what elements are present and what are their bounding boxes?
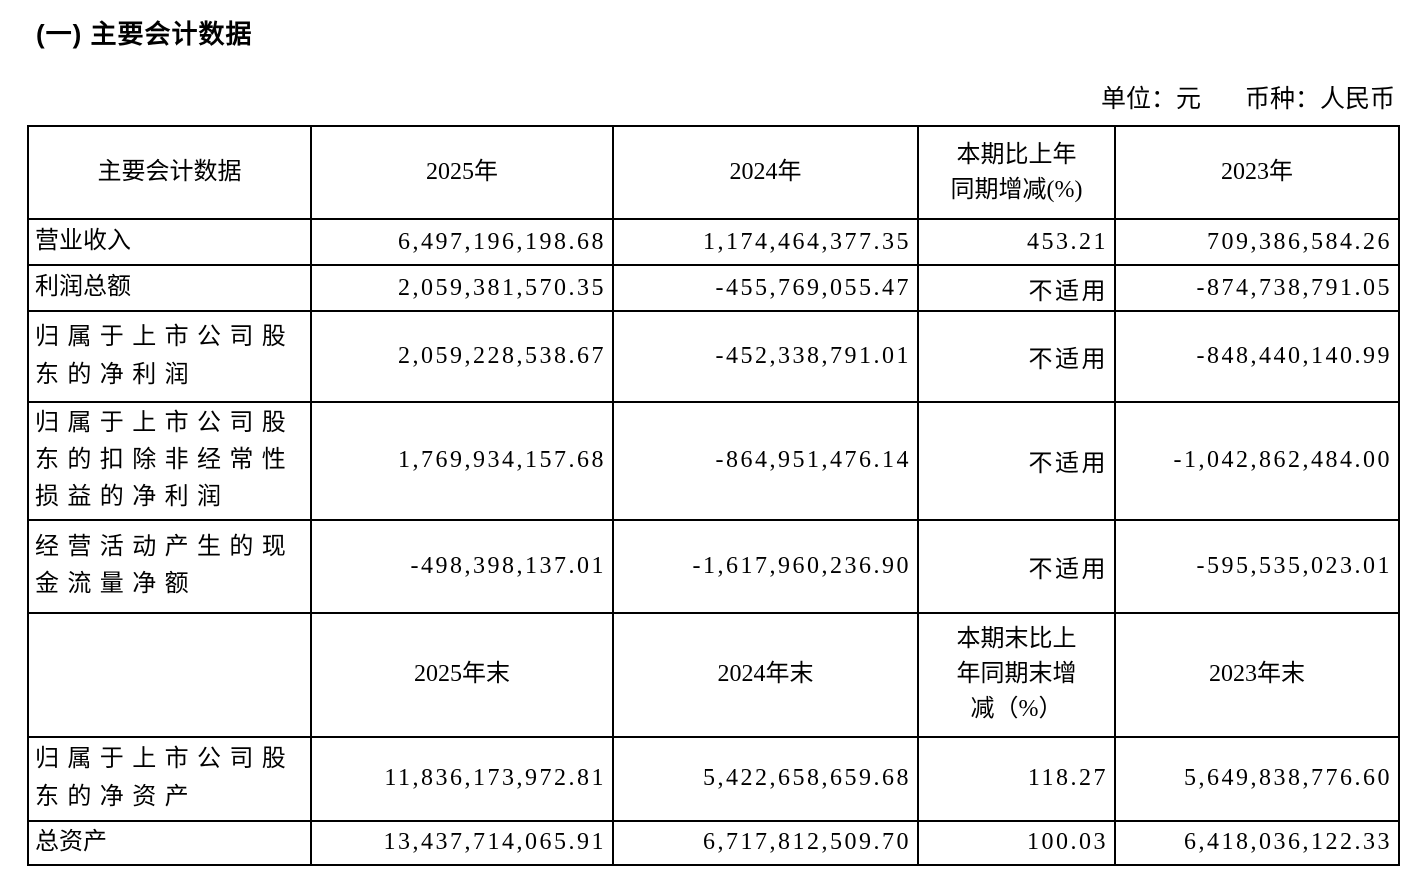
value-2025: -498,398,137.01 bbox=[310, 518, 614, 614]
table-row-net-profit: 归属于上市公司股东的净利润 2,059,228,538.67 -452,338,… bbox=[27, 310, 1400, 403]
header-2025-end: 2025年末 bbox=[310, 611, 614, 738]
table-row-deducted-net-profit: 归属于上市公司股东的扣除非经常性损益的净利润 1,769,934,157.68 … bbox=[27, 401, 1400, 521]
row-label: 归属于上市公司股东的净利润 bbox=[27, 310, 312, 403]
value-2023: 5,649,838,776.60 bbox=[1114, 735, 1400, 822]
value-change: 118.27 bbox=[917, 735, 1116, 822]
value-2023: 6,418,036,122.33 bbox=[1114, 819, 1400, 866]
value-2025: 13,437,714,065.91 bbox=[310, 819, 614, 866]
value-2023: 709,386,584.26 bbox=[1114, 218, 1400, 266]
value-2024: -864,951,476.14 bbox=[612, 401, 919, 521]
value-2023: -1,042,862,484.00 bbox=[1114, 401, 1400, 521]
header-change: 本期比上年 同期增减(%) bbox=[917, 125, 1116, 220]
header-2023-end: 2023年末 bbox=[1114, 611, 1400, 738]
value-2024: -455,769,055.47 bbox=[612, 264, 919, 312]
currency-label: 币种：人民币 bbox=[1244, 86, 1395, 113]
value-2024: 5,422,658,659.68 bbox=[612, 735, 919, 822]
unit-label: 单位：元 bbox=[1100, 86, 1201, 113]
header-2024-end: 2024年末 bbox=[612, 611, 919, 738]
row-label: 归属于上市公司股东的净资产 bbox=[27, 735, 312, 822]
value-change: 100.03 bbox=[917, 819, 1116, 866]
header-2024: 2024年 bbox=[612, 125, 919, 220]
table-row-total-assets: 总资产 13,437,714,065.91 6,717,812,509.70 1… bbox=[27, 819, 1400, 866]
table-row-revenue: 营业收入 6,497,196,198.68 1,174,464,377.35 4… bbox=[27, 218, 1400, 266]
row-label: 归属于上市公司股东的扣除非经常性损益的净利润 bbox=[27, 401, 312, 521]
value-2025: 2,059,381,570.35 bbox=[310, 264, 614, 312]
header-metric: 主要会计数据 bbox=[27, 125, 312, 220]
section-title: (一) 主要会计数据 bbox=[36, 19, 253, 49]
table-row-total-profit: 利润总额 2,059,381,570.35 -455,769,055.47 不适… bbox=[27, 264, 1400, 312]
row-label: 总资产 bbox=[27, 819, 312, 866]
header-change-end: 本期末比上 年同期末增 减（%） bbox=[917, 611, 1116, 738]
header-2023: 2023年 bbox=[1114, 125, 1400, 220]
value-change: 不适用 bbox=[917, 310, 1116, 403]
header-metric-empty bbox=[27, 611, 312, 738]
table-row-net-assets: 归属于上市公司股东的净资产 11,836,173,972.81 5,422,65… bbox=[27, 735, 1400, 822]
value-change: 不适用 bbox=[917, 264, 1116, 312]
value-2025: 2,059,228,538.67 bbox=[310, 310, 614, 403]
value-2024: 6,717,812,509.70 bbox=[612, 819, 919, 866]
value-2024: -1,617,960,236.90 bbox=[612, 518, 919, 614]
accounting-data-table: 主要会计数据 2025年 2024年 本期比上年 同期增减(%) 2023年 营… bbox=[27, 125, 1400, 866]
value-2024: -452,338,791.01 bbox=[612, 310, 919, 403]
value-change: 453.21 bbox=[917, 218, 1116, 266]
value-2023: -595,535,023.01 bbox=[1114, 518, 1400, 614]
row-label: 利润总额 bbox=[27, 264, 312, 312]
row-label: 经营活动产生的现金流量净额 bbox=[27, 518, 312, 614]
value-2023: -848,440,140.99 bbox=[1114, 310, 1400, 403]
row-label: 营业收入 bbox=[27, 218, 312, 266]
table-row-operating-cash-flow: 经营活动产生的现金流量净额 -498,398,137.01 -1,617,960… bbox=[27, 518, 1400, 614]
value-2025: 11,836,173,972.81 bbox=[310, 735, 614, 822]
table-header-row-year-end: 2025年末 2024年末 本期末比上 年同期末增 减（%） 2023年末 bbox=[27, 611, 1400, 738]
value-change: 不适用 bbox=[917, 518, 1116, 614]
value-2024: 1,174,464,377.35 bbox=[612, 218, 919, 266]
value-2025: 1,769,934,157.68 bbox=[310, 401, 614, 521]
table-header-row-annual: 主要会计数据 2025年 2024年 本期比上年 同期增减(%) 2023年 bbox=[27, 125, 1400, 220]
value-2025: 6,497,196,198.68 bbox=[310, 218, 614, 266]
value-2023: -874,738,791.05 bbox=[1114, 264, 1400, 312]
header-2025: 2025年 bbox=[310, 125, 614, 220]
unit-currency-line: 单位：元 币种：人民币 bbox=[0, 79, 1395, 115]
value-change: 不适用 bbox=[917, 401, 1116, 521]
